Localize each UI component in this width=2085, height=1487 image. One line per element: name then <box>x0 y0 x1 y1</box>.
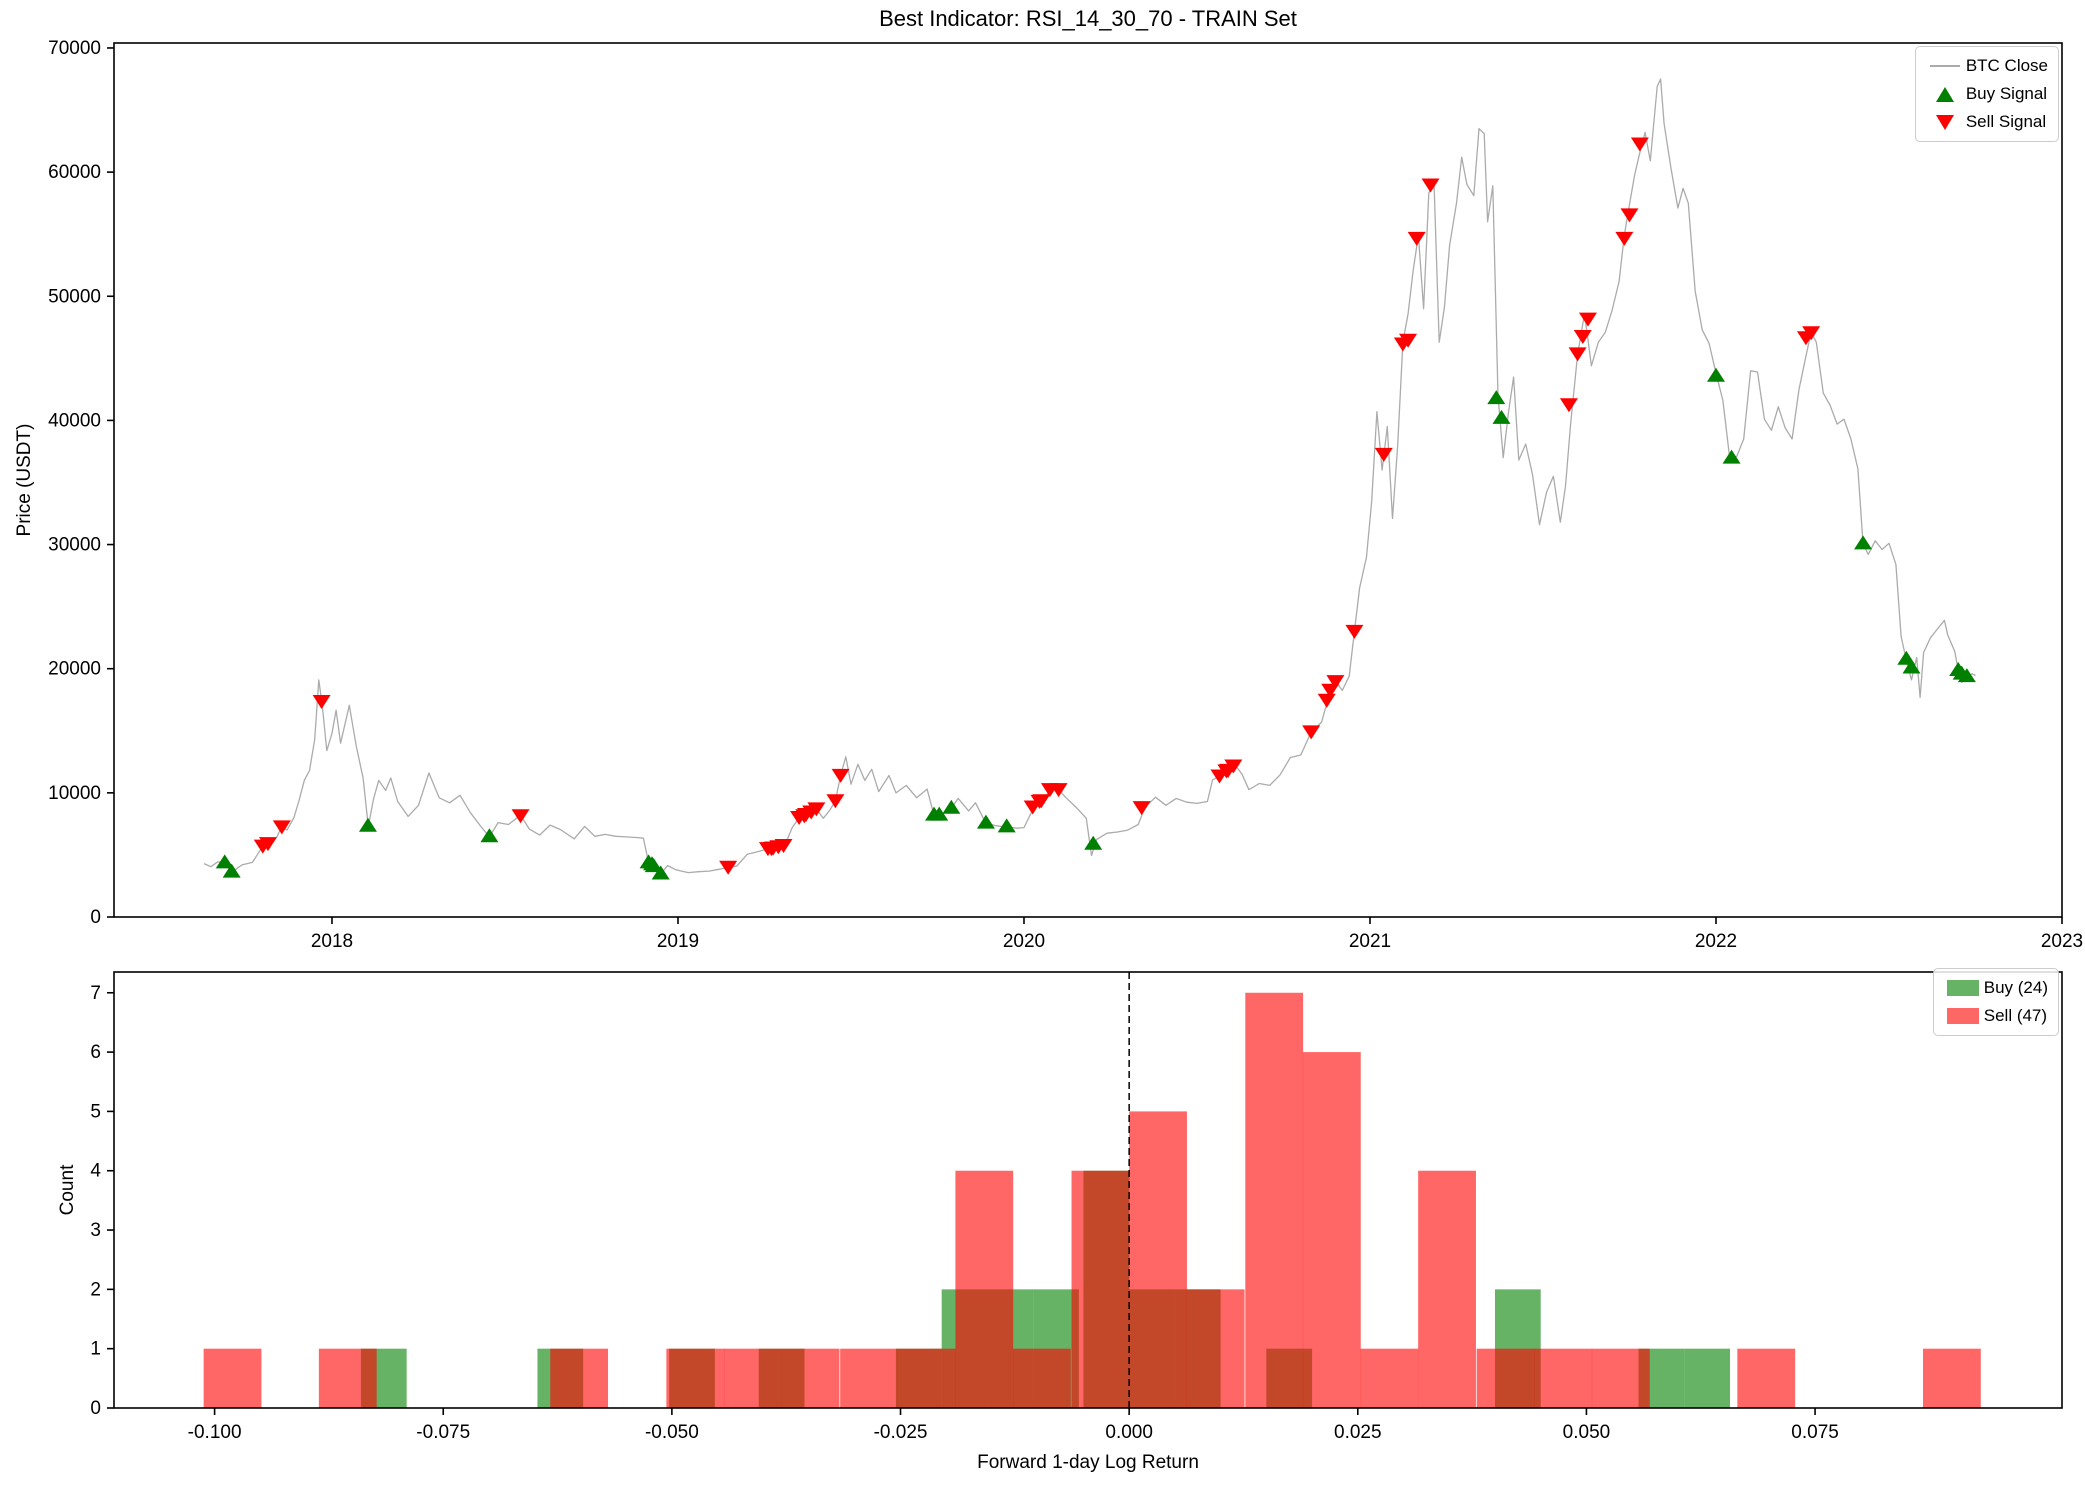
svg-text:-0.025: -0.025 <box>874 1422 928 1443</box>
legend-item-sell-count: Sell (47) <box>1942 1002 2048 1030</box>
svg-text:0: 0 <box>90 1398 101 1419</box>
legend-label: BTC Close <box>1965 56 2048 75</box>
svg-text:30000: 30000 <box>48 535 101 556</box>
svg-text:5: 5 <box>90 1101 101 1122</box>
svg-text:2021: 2021 <box>1349 931 1391 952</box>
svg-text:6: 6 <box>90 1042 101 1063</box>
svg-text:2023: 2023 <box>2041 931 2083 952</box>
legend-item-buy-count: Buy (24) <box>1942 974 2048 1002</box>
svg-text:70000: 70000 <box>48 38 101 59</box>
btc-close-line-icon <box>1924 65 1966 67</box>
svg-text:2020: 2020 <box>1003 931 1045 952</box>
svg-text:-0.075: -0.075 <box>416 1422 470 1443</box>
legend-label: Sell (47) <box>1983 1006 2048 1025</box>
buy-histogram-patch-icon <box>1942 980 1984 996</box>
count-axis-label: Count <box>57 1164 78 1216</box>
svg-text:2019: 2019 <box>657 931 699 952</box>
svg-text:7: 7 <box>90 983 101 1004</box>
svg-text:40000: 40000 <box>48 410 101 431</box>
svg-text:2: 2 <box>90 1279 101 1300</box>
svg-text:3: 3 <box>90 1220 101 1241</box>
svg-text:-0.050: -0.050 <box>645 1422 699 1443</box>
histogram-legend: Buy (24) Sell (47) <box>1932 968 2059 1036</box>
legend-label: Buy Signal <box>1965 84 2048 103</box>
svg-text:4: 4 <box>90 1161 101 1182</box>
legend-item-buy-signal: Buy Signal <box>1924 80 2048 108</box>
return-axis-label: Forward 1-day Log Return <box>977 1452 1199 1473</box>
svg-text:60000: 60000 <box>48 162 101 183</box>
svg-text:10000: 10000 <box>48 783 101 804</box>
svg-text:20000: 20000 <box>48 659 101 680</box>
svg-text:0.025: 0.025 <box>1334 1422 1382 1443</box>
svg-text:1: 1 <box>90 1339 101 1360</box>
legend-item-btc-close: BTC Close <box>1924 52 2048 80</box>
svg-text:0.000: 0.000 <box>1105 1422 1153 1443</box>
price-axis-label: Price (USDT) <box>14 423 35 537</box>
svg-text:2022: 2022 <box>1695 931 1737 952</box>
svg-text:0.050: 0.050 <box>1563 1422 1611 1443</box>
price-chart-legend: BTC Close Buy Signal Sell Signal <box>1914 46 2059 142</box>
chart-title: Best Indicator: RSI_14_30_70 - TRAIN Set <box>879 6 1297 31</box>
buy-signal-triangle-icon <box>1924 86 1966 102</box>
svg-text:0: 0 <box>90 907 101 928</box>
svg-text:0.075: 0.075 <box>1791 1422 1839 1443</box>
svg-text:50000: 50000 <box>48 286 101 307</box>
legend-label: Buy (24) <box>1983 978 2048 997</box>
legend-label: Sell Signal <box>1965 112 2047 131</box>
sell-histogram-patch-icon <box>1942 1008 1984 1024</box>
svg-text:2018: 2018 <box>311 931 353 952</box>
svg-text:-0.100: -0.100 <box>188 1422 242 1443</box>
sell-signal-triangle-icon <box>1924 114 1966 130</box>
legend-item-sell-signal: Sell Signal <box>1924 108 2048 136</box>
